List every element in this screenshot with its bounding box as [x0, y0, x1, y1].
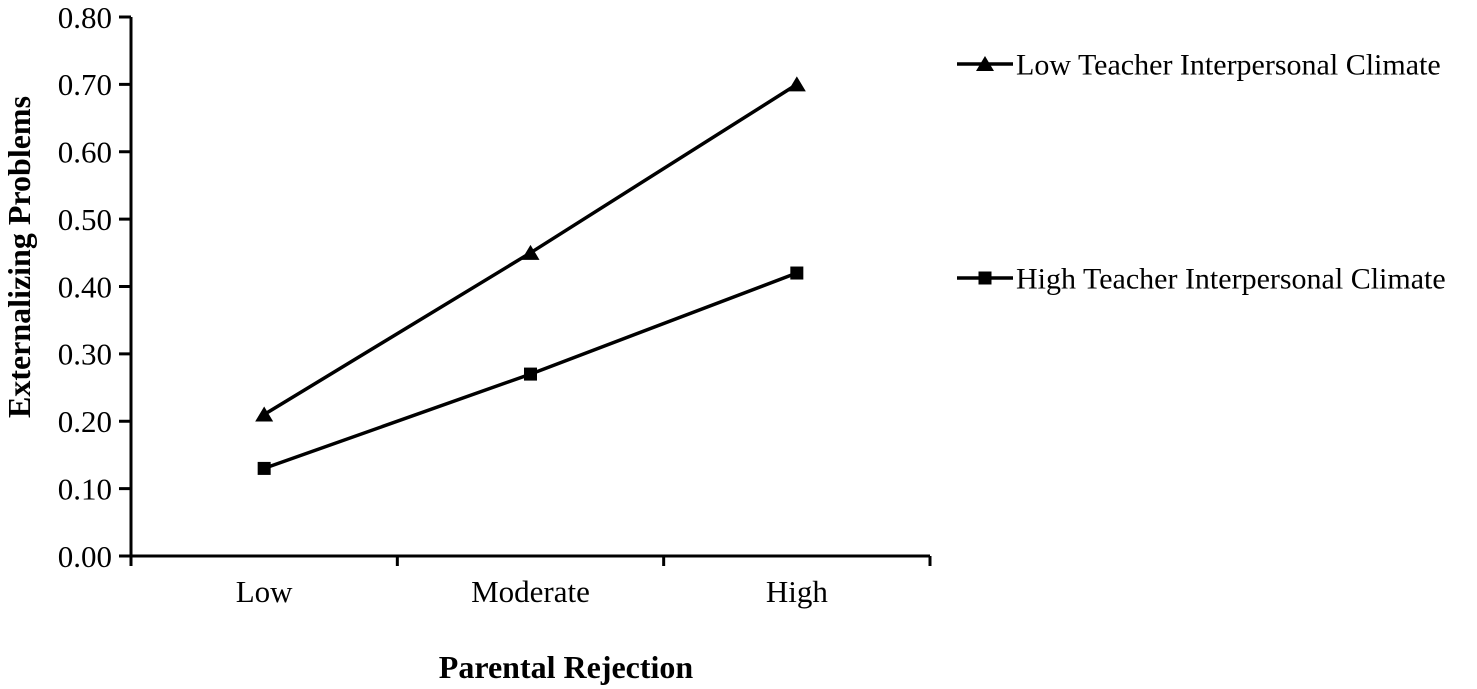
y-tick-label: 0.20	[58, 404, 112, 439]
legend-label: Low Teacher Interpersonal Climate	[1016, 49, 1441, 82]
x-tick-label: High	[766, 574, 829, 609]
y-tick-label: 0.30	[58, 337, 112, 372]
y-axis-tick-labels: 0.00 0.10 0.20 0.30 0.40 0.50 0.60 0.70 0.80	[58, 0, 112, 574]
axis-frame	[129, 17, 930, 558]
legend-label: High Teacher Interpersonal Climate	[1016, 263, 1446, 296]
y-axis-title: Externalizing Problems	[1, 96, 37, 418]
triangle-marker-series-0	[787, 76, 806, 92]
y-tick-label: 0.70	[58, 67, 112, 102]
square-marker-series-1	[790, 266, 804, 280]
x-axis-tick-labels: Low Moderate High	[236, 574, 829, 609]
square-marker-series-1	[257, 461, 271, 475]
square-marker-legend	[978, 271, 992, 285]
y-tick-label: 0.80	[58, 0, 112, 35]
axes	[119, 15, 932, 566]
x-axis-title: Parental Rejection	[439, 649, 694, 685]
x-tick-label: Moderate	[471, 574, 590, 609]
x-tick-label: Low	[236, 574, 293, 609]
triangle-marker-series-0	[255, 406, 274, 422]
triangle-marker-series-0	[521, 244, 540, 260]
legend: Low Teacher Interpersonal Climate High Te…	[957, 49, 1446, 296]
square-marker-series-1	[524, 367, 537, 381]
y-tick-label: 0.40	[58, 269, 112, 304]
data-series	[255, 76, 806, 475]
y-tick-label: 0.50	[58, 202, 112, 237]
y-tick-label: 0.10	[58, 471, 112, 506]
y-tick-label: 0.00	[58, 539, 112, 574]
triangle-marker-legend	[976, 56, 994, 71]
y-tick-label: 0.60	[58, 135, 112, 170]
